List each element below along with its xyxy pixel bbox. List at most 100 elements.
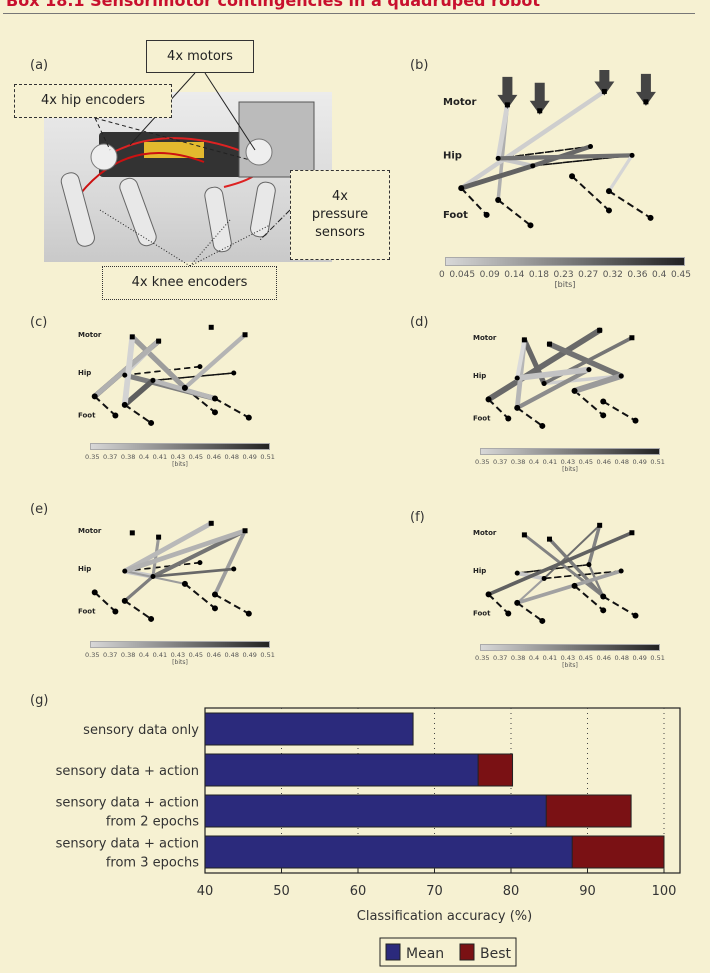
hip-node (618, 373, 624, 379)
colorbar-tick-label: 0.4 (652, 270, 667, 280)
network-diagram-f: Motor Hip Foot (473, 522, 639, 624)
motor-node (601, 88, 607, 94)
colorbar-tick-label: 0.45 (578, 654, 594, 662)
foot-node (148, 615, 155, 622)
node-label-hip: Hip (473, 372, 486, 380)
information-flow-arrow (496, 153, 635, 161)
colorbar-tick-label: 0.37 (102, 651, 118, 659)
foot-node (211, 605, 218, 612)
hip-node (197, 560, 203, 566)
panel-a-label: (a) (30, 58, 49, 73)
colorbar-tick-label: 0.18 (528, 270, 549, 280)
information-flow-arrow (543, 524, 601, 580)
motor-node (537, 108, 543, 114)
colorbar-tick-label: 0.46 (206, 651, 222, 659)
legend-label-best: Best (480, 946, 512, 962)
category-label: sensory data + action (56, 764, 199, 779)
colorbar-gradient (480, 448, 660, 455)
colorbar-tick-label: 0.37 (102, 453, 118, 461)
hip-node (586, 367, 592, 373)
colorbar-tick-label: 0.49 (632, 458, 647, 466)
node-label-hip: Hip (473, 567, 486, 575)
colorbar-tick-label: 0.37 (492, 458, 508, 466)
category-label: sensory data only (83, 723, 199, 738)
colorbar-tick-label: 0.48 (614, 458, 629, 466)
knee-node (458, 185, 465, 192)
colorbar-d: 0.35 0.37 0.38 0.4 0.41 0.43 0.45 0.46 0.48 0.49 0… (475, 448, 665, 473)
leg-link (487, 398, 509, 420)
colorbar-tick-label: 0.35 (85, 651, 100, 659)
motor-node (156, 534, 162, 540)
knee-node (211, 591, 218, 598)
foot-node (632, 417, 639, 424)
colorbar-tick-label: 0.09 (479, 270, 500, 280)
motor-arrow-icon (497, 76, 518, 109)
hip-node (541, 575, 547, 581)
leg-link (602, 595, 636, 617)
colorbar-tick-label: 0.45 (578, 458, 594, 466)
node-label-motor: Motor (473, 529, 497, 537)
colorbar-tick-label: 0.38 (120, 651, 136, 659)
information-flow-arrow (486, 530, 634, 597)
node-label-motor: Motor (78, 331, 102, 339)
colorbar-tick-label: 0.41 (152, 453, 168, 461)
hip-node (588, 143, 594, 149)
leg-link (497, 199, 532, 227)
colorbar-tick-label: 0.27 (578, 270, 599, 280)
colorbar-tick-label: 0.45 (670, 270, 691, 280)
leg-link (573, 390, 604, 417)
hip-node (495, 155, 501, 161)
leg-link (94, 395, 117, 417)
colorbar-gradient (480, 644, 660, 651)
motor-node (597, 522, 603, 528)
motor-node (597, 327, 603, 333)
motor-node (546, 536, 552, 542)
foot-node (527, 222, 534, 229)
knee-node (91, 589, 98, 596)
knee-node (121, 401, 128, 408)
skeleton-link (152, 372, 234, 382)
information-flow-arrow (514, 366, 592, 382)
accuracy-bar-chart: 40 50 60 70 80 90 100 sensory data only sensory … (56, 707, 681, 967)
information-flow-arrow (522, 533, 605, 598)
knee-node (495, 197, 502, 204)
leg-link (602, 400, 636, 422)
skeleton-link (544, 570, 622, 580)
node-label-hip: Hip (443, 150, 462, 161)
x-tick-label: 70 (426, 884, 443, 899)
leg-link (573, 585, 604, 612)
colorbar-gradient (90, 443, 270, 450)
legend-box (379, 937, 517, 967)
panel-f-label: (f) (410, 510, 425, 525)
callout-hip-encoders: 4x hip encoders (14, 84, 172, 118)
colorbar-unit: [bits] (562, 466, 578, 473)
colorbar-tick-label: 0.48 (614, 654, 629, 662)
colorbar-tick-label: 0.045 (449, 270, 476, 280)
colorbar-tick-label: 0.23 (553, 270, 574, 280)
panel-e-label: (e) (30, 502, 49, 517)
information-flow-arrow (515, 367, 592, 411)
foot-node (647, 214, 654, 221)
title-rule (3, 13, 695, 14)
colorbar-tick-label: 0.51 (650, 458, 665, 466)
box-title: Box 18.1 Sensorimotor contingencies in a… (6, 0, 541, 10)
colorbar-gradient (90, 641, 270, 648)
leg-link (608, 190, 652, 219)
colorbar-tick-label: 0.38 (510, 458, 526, 466)
leg-link (124, 600, 152, 620)
leg-link (184, 583, 216, 610)
colorbar-b: 0 0.045 0.09 0.14 0.18 0.23 0.27 0.32 0.36 0.4 0.4… (439, 257, 691, 289)
hip-node (530, 163, 536, 169)
motor-arrow-icon (635, 73, 656, 106)
bar-mean (204, 753, 479, 787)
foot-node (112, 412, 119, 419)
information-flow-arrow (123, 574, 155, 603)
panel-d-label: (d) (410, 315, 429, 330)
leg-link (124, 404, 152, 424)
foot-node (148, 419, 155, 426)
knee-node (514, 404, 521, 411)
information-flow-arrow (122, 528, 248, 574)
foot-node (600, 607, 607, 614)
node-label-foot: Foot (443, 210, 468, 221)
colorbar-tick-label: 0.41 (542, 654, 558, 662)
